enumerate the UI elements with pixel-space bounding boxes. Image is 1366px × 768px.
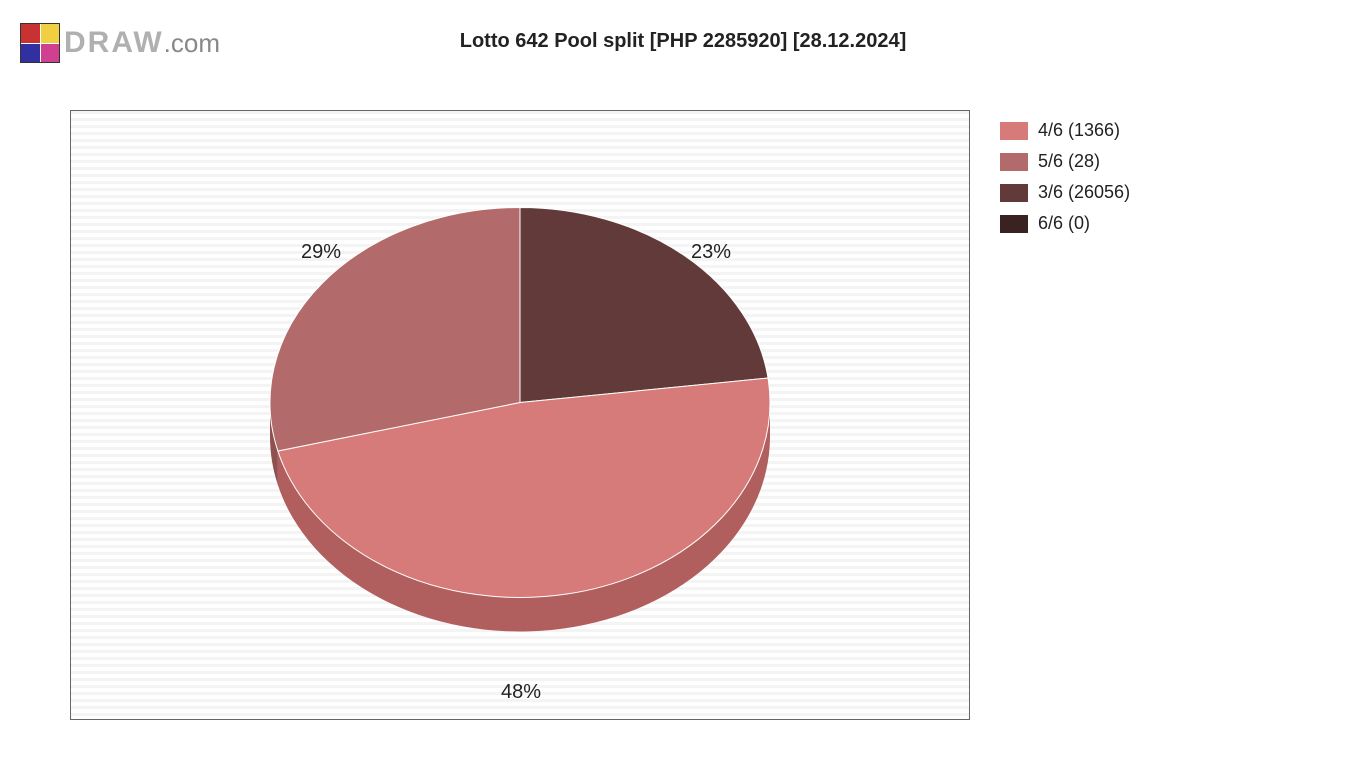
pie-pct-label: 29% xyxy=(301,241,341,264)
pie-pct-label: 48% xyxy=(501,681,541,704)
legend-label: 6/6 (0) xyxy=(1038,213,1090,234)
page: DRAW.com Lotto 642 Pool split [PHP 22859… xyxy=(0,0,1366,768)
legend-swatch xyxy=(1000,184,1028,202)
legend-item: 5/6 (28) xyxy=(1000,151,1130,172)
legend: 4/6 (1366) 5/6 (28) 3/6 (26056) 6/6 (0) xyxy=(1000,120,1130,244)
legend-label: 4/6 (1366) xyxy=(1038,120,1120,141)
legend-item: 4/6 (1366) xyxy=(1000,120,1130,141)
pie-slice xyxy=(520,208,768,403)
legend-swatch xyxy=(1000,153,1028,171)
legend-swatch xyxy=(1000,122,1028,140)
legend-label: 5/6 (28) xyxy=(1038,151,1100,172)
pie-pct-label: 23% xyxy=(691,241,731,264)
legend-item: 6/6 (0) xyxy=(1000,213,1130,234)
legend-label: 3/6 (26056) xyxy=(1038,182,1130,203)
pie-chart xyxy=(200,123,840,708)
legend-swatch xyxy=(1000,215,1028,233)
chart-frame: 23% 48% 29% xyxy=(70,110,970,720)
legend-item: 3/6 (26056) xyxy=(1000,182,1130,203)
chart-title: Lotto 642 Pool split [PHP 2285920] [28.1… xyxy=(0,30,1366,53)
